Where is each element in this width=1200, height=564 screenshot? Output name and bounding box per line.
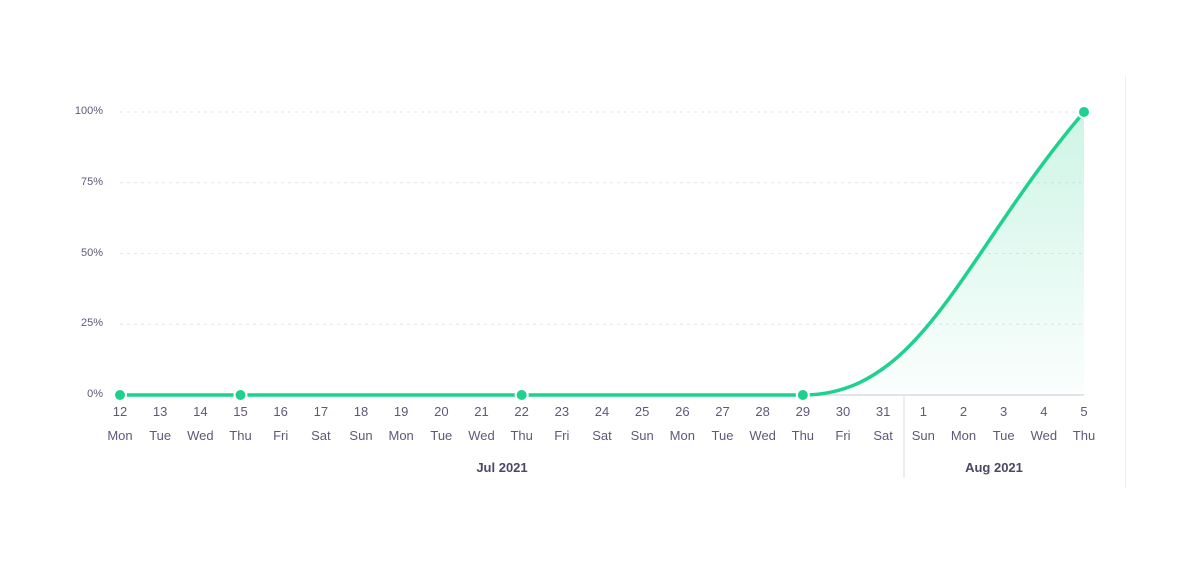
x-tick-weekday: Mon — [950, 428, 977, 443]
x-tick-weekday: Thu — [1072, 428, 1096, 443]
x-tick-day: 20 — [434, 404, 449, 419]
y-tick-label: 100% — [74, 105, 103, 117]
x-tick-day: 15 — [233, 404, 248, 419]
y-gridlines — [120, 111, 1084, 325]
x-tick-day: 23 — [554, 404, 570, 419]
x-tick-day: 2 — [959, 404, 968, 419]
x-tick-day: 16 — [273, 404, 288, 419]
x-tick-weekday: Wed — [187, 428, 214, 443]
x-tick-weekday: Wed — [749, 428, 776, 443]
x-tick-weekday: Fri — [835, 428, 851, 443]
x-tick-weekday: Sat — [311, 428, 331, 443]
y-tick-label: 0% — [87, 388, 103, 400]
data-markers — [113, 105, 1091, 402]
x-tick-day: 13 — [152, 404, 168, 419]
x-tick-weekday: Thu — [791, 428, 815, 443]
x-tick-day: 26 — [675, 404, 690, 419]
x-tick-weekday: Mon — [388, 428, 414, 443]
series-line — [118, 110, 1086, 397]
x-tick-day: 3 — [1000, 404, 1008, 419]
x-tick-day: 28 — [755, 404, 770, 419]
x-tick-day: 4 — [1040, 404, 1048, 419]
x-tick-weekday: Fri — [554, 428, 570, 443]
x-tick-weekday: Thu — [510, 428, 533, 443]
x-tick-day: 27 — [715, 404, 730, 419]
x-tick-weekday: Thu — [229, 428, 252, 443]
x-tick-day: 31 — [875, 404, 891, 419]
data-point[interactable] — [797, 390, 808, 400]
x-tick-weekday: Tue — [711, 428, 734, 443]
x-tick-weekday: Tue — [149, 428, 172, 443]
x-tick-day: 30 — [835, 404, 851, 419]
x-tick-weekday: Wed — [468, 428, 495, 443]
y-tick-label: 75% — [80, 175, 103, 188]
x-tick-weekday: Mon — [107, 428, 133, 443]
panel-right-border — [1125, 75, 1126, 488]
x-tick-weekday: Sun — [349, 428, 373, 443]
x-tick-day: 5 — [1080, 404, 1088, 419]
y-tick-label: 50% — [80, 246, 103, 259]
data-point[interactable] — [516, 390, 527, 400]
x-tick-day: 12 — [112, 404, 128, 419]
x-tick-weekday: Fri — [273, 428, 289, 443]
x-tick-weekday: Tue — [430, 428, 453, 443]
x-tick-day: 19 — [393, 404, 409, 419]
x-tick-day: 24 — [594, 404, 610, 419]
x-tick-weekday: Tue — [992, 428, 1015, 443]
month-label: Jul 2021 — [476, 460, 528, 475]
data-point[interactable] — [1079, 107, 1089, 117]
x-tick-day: 22 — [514, 404, 529, 419]
y-tick-label: 25% — [80, 317, 103, 330]
x-tick-day: 21 — [474, 404, 489, 419]
x-tick-weekday: Mon — [669, 428, 695, 443]
month-label: Aug 2021 — [965, 460, 1023, 475]
x-tick-weekday: Sat — [592, 428, 612, 443]
data-point[interactable] — [115, 390, 125, 400]
x-tick-day: 14 — [193, 404, 208, 419]
x-tick-day: 25 — [634, 404, 650, 419]
x-tick-weekday: Sun — [630, 428, 654, 443]
x-tick-day: 1 — [919, 404, 927, 419]
area-fill — [802, 112, 1084, 395]
x-tick-weekday: Sun — [911, 428, 935, 443]
x-tick-day: 17 — [313, 404, 329, 419]
x-tick-weekday: Wed — [1030, 428, 1058, 443]
data-point[interactable] — [235, 390, 246, 400]
x-tick-day: 29 — [795, 404, 811, 419]
x-tick-weekday: Sat — [873, 428, 893, 443]
x-tick-day: 18 — [353, 404, 369, 419]
